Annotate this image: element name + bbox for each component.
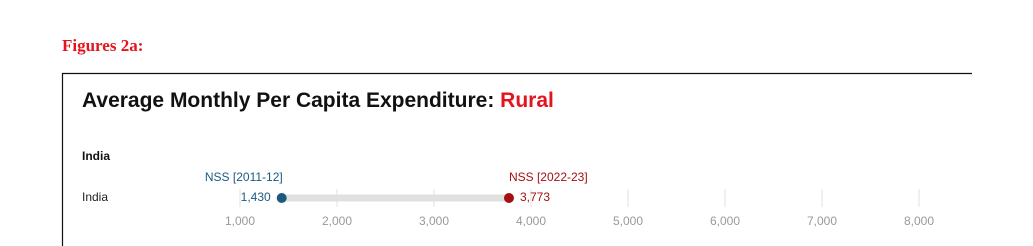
x-tick-label: 4,000 [516,214,546,228]
group-label: India [82,149,110,163]
series-label: NSS [2022-23] [509,170,588,184]
chart-title: Average Monthly Per Capita Expenditure: … [82,89,554,112]
x-tick-label: 3,000 [419,214,449,228]
x-tick-label: 6,000 [710,214,740,228]
title-highlight: Rural [500,89,554,112]
title-text: Average Monthly Per Capita Expenditure: [82,89,494,112]
dot [503,193,514,203]
value-label: 3,773 [520,190,550,204]
figure-header: Figures 2a: [62,36,143,55]
x-tick-label: 2,000 [322,214,352,228]
value-label: 1,430 [241,190,271,204]
dot [276,193,287,203]
x-tick-label: 5,000 [613,214,643,228]
x-tick-label: 8,000 [904,214,934,228]
x-tick-label: 7,000 [807,214,837,228]
x-tick-label: 1,000 [225,214,255,228]
row-label: India [82,190,108,204]
frame [61,72,972,246]
series-label: NSS [2011-12] [205,170,283,184]
